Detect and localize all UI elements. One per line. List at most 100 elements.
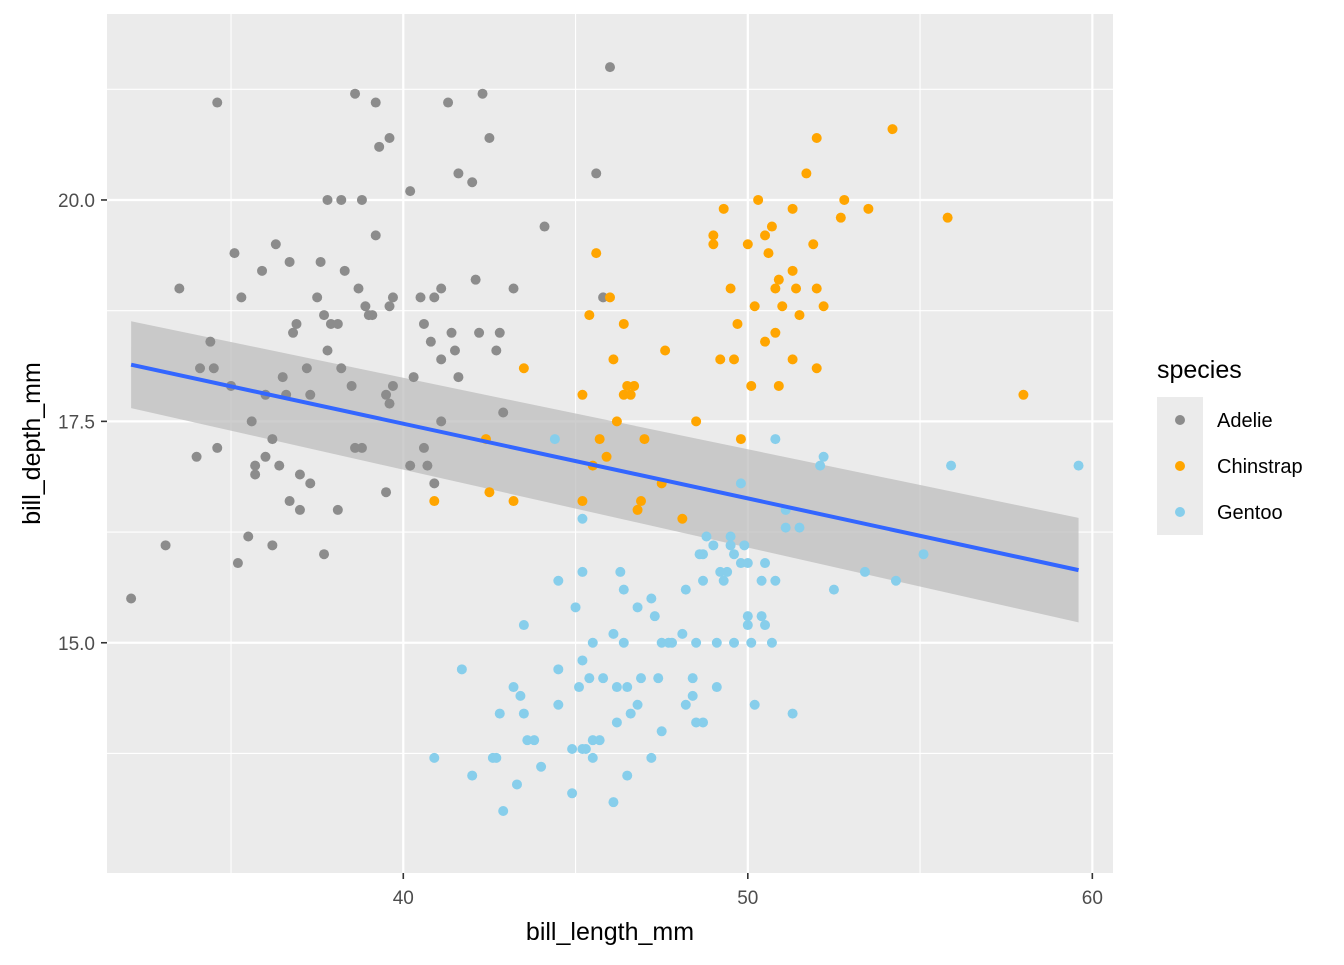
data-point-chinstrap bbox=[718, 203, 729, 214]
data-point-adelie bbox=[267, 434, 278, 445]
data-point-gentoo bbox=[756, 575, 767, 586]
x-tick-label: 50 bbox=[737, 888, 758, 909]
data-point-adelie bbox=[408, 372, 419, 383]
data-point-adelie bbox=[591, 168, 602, 179]
data-point-chinstrap bbox=[577, 389, 588, 400]
data-point-adelie bbox=[339, 265, 350, 276]
data-point-adelie bbox=[274, 460, 285, 471]
data-point-gentoo bbox=[746, 637, 757, 648]
data-point-adelie bbox=[387, 292, 398, 303]
data-point-adelie bbox=[384, 398, 395, 409]
data-point-gentoo bbox=[646, 593, 657, 604]
data-point-adelie bbox=[250, 469, 261, 480]
data-point-adelie bbox=[477, 88, 488, 99]
data-point-gentoo bbox=[615, 566, 626, 577]
data-point-gentoo bbox=[742, 611, 753, 622]
data-point-adelie bbox=[346, 380, 357, 391]
confidence-band-layer bbox=[131, 321, 1079, 623]
points-layer bbox=[126, 62, 1084, 817]
data-point-gentoo bbox=[818, 451, 829, 462]
data-point-adelie bbox=[474, 327, 485, 338]
data-point-chinstrap bbox=[811, 363, 822, 374]
data-point-gentoo bbox=[580, 744, 591, 755]
data-point-gentoo bbox=[549, 434, 560, 445]
data-point-gentoo bbox=[598, 673, 609, 684]
data-point-gentoo bbox=[573, 682, 584, 693]
data-point-gentoo bbox=[632, 602, 643, 613]
data-point-gentoo bbox=[587, 752, 598, 763]
data-point-chinstrap bbox=[577, 496, 588, 507]
data-point-adelie bbox=[305, 478, 316, 489]
data-point-chinstrap bbox=[791, 283, 802, 294]
data-point-gentoo bbox=[691, 717, 702, 728]
data-point-chinstrap bbox=[636, 496, 647, 507]
y-tick-label: 15.0 bbox=[58, 634, 95, 655]
data-point-chinstrap bbox=[729, 354, 740, 365]
data-point-gentoo bbox=[725, 531, 736, 542]
data-point-adelie bbox=[356, 194, 367, 205]
data-point-gentoo bbox=[632, 699, 643, 710]
data-point-gentoo bbox=[760, 558, 771, 569]
y-tick-label: 17.5 bbox=[58, 412, 95, 433]
data-point-gentoo bbox=[780, 522, 791, 533]
y-axis-title: bill_depth_mm bbox=[18, 362, 46, 525]
data-point-adelie bbox=[436, 416, 447, 427]
data-point-adelie bbox=[425, 336, 436, 347]
data-point-adelie bbox=[443, 97, 454, 108]
data-point-adelie bbox=[277, 372, 288, 383]
data-point-adelie bbox=[605, 62, 615, 73]
data-point-adelie bbox=[453, 168, 464, 179]
data-point-adelie bbox=[267, 540, 278, 551]
data-point-chinstrap bbox=[677, 513, 688, 524]
data-point-adelie bbox=[494, 327, 505, 338]
data-point-adelie bbox=[250, 460, 261, 471]
data-point-gentoo bbox=[691, 637, 702, 648]
axis-layer: 40 50 60 15.0 17.5 20.0 bbox=[58, 191, 1103, 909]
data-point-adelie bbox=[491, 345, 502, 356]
data-point-chinstrap bbox=[835, 212, 846, 223]
data-point-adelie bbox=[429, 478, 440, 489]
data-point-adelie bbox=[436, 354, 447, 365]
data-point-gentoo bbox=[622, 770, 633, 781]
data-point-gentoo bbox=[625, 708, 636, 719]
data-point-gentoo bbox=[498, 806, 509, 817]
data-point-gentoo bbox=[577, 513, 588, 524]
data-point-chinstrap bbox=[591, 248, 602, 259]
data-point-adelie bbox=[453, 372, 464, 383]
data-point-adelie bbox=[191, 451, 202, 462]
data-point-gentoo bbox=[518, 708, 529, 719]
data-point-chinstrap bbox=[863, 203, 874, 214]
data-point-chinstrap bbox=[584, 310, 595, 321]
data-point-gentoo bbox=[553, 699, 564, 710]
data-point-gentoo bbox=[918, 549, 929, 560]
data-point-adelie bbox=[236, 292, 247, 303]
data-point-gentoo bbox=[567, 788, 578, 799]
data-point-gentoo bbox=[735, 478, 746, 489]
data-point-adelie bbox=[370, 97, 381, 108]
data-point-chinstrap bbox=[732, 318, 743, 329]
data-point-chinstrap bbox=[777, 301, 788, 312]
data-point-gentoo bbox=[646, 752, 657, 763]
data-point-adelie bbox=[387, 380, 398, 391]
data-point-gentoo bbox=[656, 726, 667, 737]
data-point-gentoo bbox=[890, 575, 901, 586]
data-point-adelie bbox=[418, 318, 429, 329]
data-point-adelie bbox=[301, 363, 312, 374]
data-point-gentoo bbox=[536, 761, 547, 772]
data-point-adelie bbox=[246, 416, 257, 427]
data-point-gentoo bbox=[467, 770, 478, 781]
data-point-chinstrap bbox=[715, 354, 726, 365]
data-point-adelie bbox=[270, 239, 281, 250]
data-point-gentoo bbox=[622, 682, 633, 693]
data-point-chinstrap bbox=[773, 274, 784, 285]
data-point-chinstrap bbox=[770, 327, 781, 338]
data-point-gentoo bbox=[584, 673, 595, 684]
data-point-gentoo bbox=[515, 690, 526, 701]
data-point-adelie bbox=[381, 389, 392, 400]
data-point-adelie bbox=[229, 248, 240, 259]
data-point-chinstrap bbox=[787, 203, 798, 214]
data-point-gentoo bbox=[725, 540, 736, 551]
data-point-adelie bbox=[284, 256, 295, 267]
data-point-gentoo bbox=[518, 620, 529, 631]
data-point-gentoo bbox=[680, 699, 691, 710]
